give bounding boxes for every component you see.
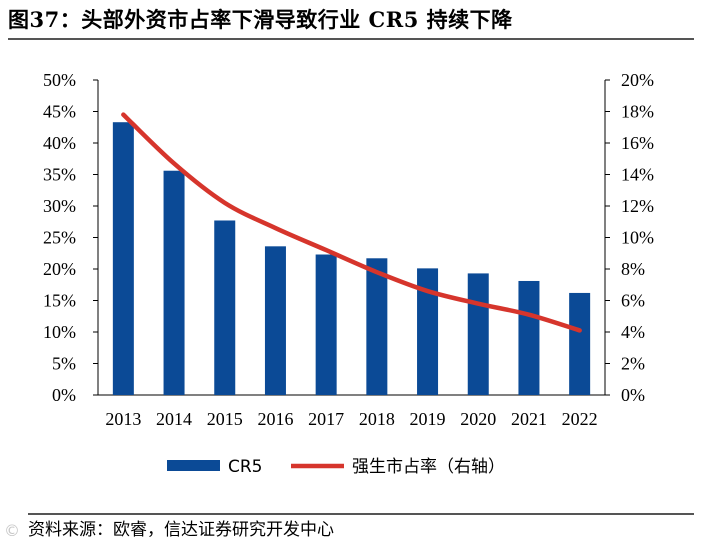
source-note: 资料来源：欧睿，信达证券研究开发中心 (28, 520, 334, 540)
x-tick-label: 2014 (156, 409, 192, 429)
y-right-tick-label: 16% (621, 133, 654, 153)
y-right-tick-label: 14% (621, 165, 654, 185)
y-left-tick-label: 30% (43, 196, 76, 216)
bar-cr5-2017 (315, 254, 337, 395)
y-left-tick-label: 5% (52, 354, 76, 374)
bar-cr5-2016 (264, 246, 286, 395)
y-left-tick-label: 25% (43, 228, 76, 248)
watermark-logo: © (4, 521, 20, 540)
y-right-tick-label: 8% (621, 259, 645, 279)
x-tick-label: 2018 (359, 409, 395, 429)
x-tick-label: 2019 (410, 409, 446, 429)
x-tick-label: 2021 (511, 409, 547, 429)
x-tick-label: 2015 (207, 409, 243, 429)
title-divider (8, 38, 694, 40)
y-left-tick-label: 10% (43, 322, 76, 342)
x-tick-label: 2022 (562, 409, 598, 429)
y-right-tick-label: 4% (621, 322, 645, 342)
bar-cr5-2013 (112, 122, 134, 396)
x-tick-label: 2017 (308, 409, 344, 429)
y-right-tick-label: 0% (621, 385, 645, 405)
legend-label-cr5: CR5 (228, 457, 263, 477)
y-left-tick-label: 15% (43, 291, 76, 311)
y-left-tick-label: 45% (43, 102, 76, 122)
y-right-tick-label: 10% (621, 228, 654, 248)
bar-cr5-2019 (417, 268, 439, 395)
y-left-tick-label: 0% (52, 385, 76, 405)
legend-label-johnson: 强生市占率（右轴） (352, 457, 505, 477)
x-tick-label: 2013 (105, 409, 141, 429)
y-left-tick-label: 20% (43, 259, 76, 279)
source-divider (28, 513, 694, 515)
y-left-tick-label: 35% (43, 165, 76, 185)
y-right-tick-label: 12% (621, 196, 654, 216)
x-tick-label: 2020 (460, 409, 496, 429)
bar-cr5-2015 (214, 220, 236, 395)
bar-cr5-2022 (569, 292, 591, 395)
chart-title: 图37：头部外资市占率下滑导致行业 CR5 持续下降 (8, 7, 513, 32)
legend-swatch-cr5 (167, 460, 220, 471)
line-johnson-share (121, 112, 582, 333)
bar-cr5-2014 (163, 170, 185, 395)
x-tick-label: 2016 (257, 409, 293, 429)
y-right-tick-label: 18% (621, 102, 654, 122)
bar-cr5-2021 (518, 280, 540, 395)
y-right-tick-label: 20% (621, 70, 654, 90)
y-left-tick-label: 40% (43, 133, 76, 153)
y-left-tick-label: 50% (43, 70, 76, 90)
bar-cr5-2020 (467, 273, 489, 395)
y-right-tick-label: 6% (621, 291, 645, 311)
y-right-tick-label: 2% (621, 354, 645, 374)
bar-cr5-2018 (366, 258, 388, 395)
